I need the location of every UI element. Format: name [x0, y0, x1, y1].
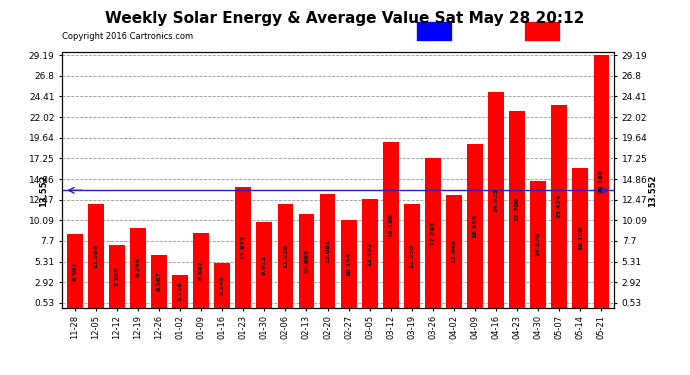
FancyBboxPatch shape — [416, 21, 452, 41]
Text: 13.552: 13.552 — [648, 174, 658, 207]
Text: 5.145: 5.145 — [219, 275, 225, 295]
Bar — [193, 233, 209, 308]
Bar — [551, 105, 567, 308]
Bar — [509, 111, 525, 308]
Bar — [215, 263, 230, 308]
Text: 10.803: 10.803 — [304, 249, 309, 273]
Bar — [593, 55, 609, 308]
Bar — [341, 220, 357, 308]
Bar — [151, 255, 167, 308]
Text: 12.492: 12.492 — [367, 242, 372, 266]
Text: 18.965: 18.965 — [473, 213, 477, 238]
Text: 11.950: 11.950 — [409, 244, 414, 268]
Text: Average  ($): Average ($) — [458, 26, 520, 36]
Text: 10.154: 10.154 — [346, 252, 351, 276]
Text: 3.718: 3.718 — [177, 282, 183, 302]
Bar — [235, 187, 251, 308]
Text: 8.501: 8.501 — [72, 261, 77, 280]
Bar — [130, 228, 146, 308]
Text: 17.293: 17.293 — [431, 220, 435, 245]
Text: 7.208: 7.208 — [115, 267, 119, 286]
Text: 13.973: 13.973 — [241, 235, 246, 259]
Text: 6.067: 6.067 — [157, 272, 161, 291]
Bar — [383, 142, 399, 308]
Text: 11.938: 11.938 — [283, 244, 288, 268]
Text: Weekly Solar Energy & Average Value Sat May 28 20:12: Weekly Solar Energy & Average Value Sat … — [106, 11, 584, 26]
Bar — [425, 158, 441, 308]
Text: 9.244: 9.244 — [135, 258, 141, 278]
Bar — [67, 234, 83, 308]
Text: 8.647: 8.647 — [199, 260, 204, 280]
Bar — [277, 204, 293, 308]
Text: 13.552: 13.552 — [39, 174, 48, 207]
Bar — [573, 168, 589, 308]
Bar — [299, 214, 315, 308]
Text: 22.700: 22.700 — [515, 197, 520, 221]
Text: 11.969: 11.969 — [93, 244, 98, 268]
Bar — [446, 195, 462, 308]
Bar — [531, 182, 546, 308]
Bar — [257, 222, 273, 308]
Text: 13.081: 13.081 — [325, 239, 330, 263]
FancyBboxPatch shape — [524, 21, 560, 41]
Text: Copyright 2016 Cartronics.com: Copyright 2016 Cartronics.com — [62, 32, 193, 41]
Bar — [362, 200, 377, 308]
Bar — [404, 204, 420, 308]
Text: 19.108: 19.108 — [388, 213, 393, 237]
Text: 23.424: 23.424 — [557, 194, 562, 218]
Bar — [319, 194, 335, 308]
Text: 13.049: 13.049 — [451, 239, 457, 263]
Text: 9.912: 9.912 — [262, 255, 267, 274]
Bar — [489, 92, 504, 308]
Text: Daily  ($): Daily ($) — [566, 26, 613, 36]
Bar — [88, 204, 103, 308]
Text: 16.108: 16.108 — [578, 226, 583, 250]
Bar — [172, 275, 188, 308]
Bar — [109, 245, 125, 308]
Bar — [467, 144, 483, 308]
Text: 14.590: 14.590 — [535, 232, 541, 256]
Text: 29.188: 29.188 — [599, 169, 604, 194]
Text: 24.925: 24.925 — [493, 188, 499, 212]
